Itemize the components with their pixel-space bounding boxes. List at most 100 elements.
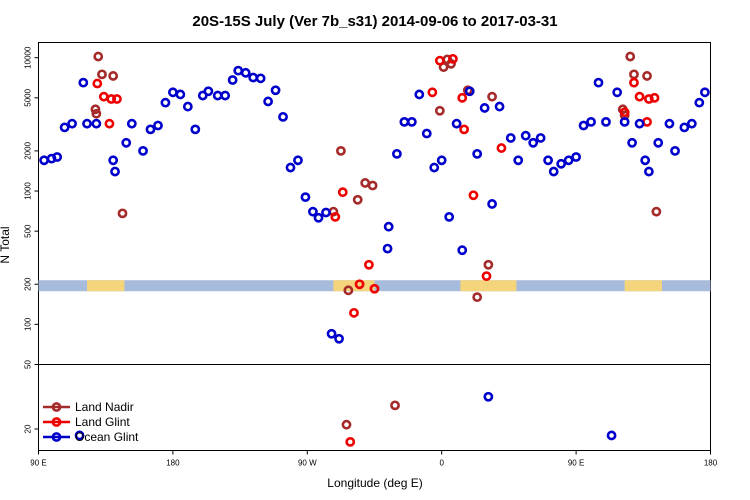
axis-ticks: 90 E 180 90 W 0 90 E 180 100 200 500 1000 2000 5000… [24,46,718,467]
ocean-glint-point [505,133,516,143]
land-glint-point [649,92,660,103]
ocean-glint-point [383,221,394,232]
ocean-glint-point [421,128,432,139]
land-glint-point [92,78,103,89]
land-glint-point [481,271,492,282]
ocean-glint-point [167,87,178,98]
data-points [39,51,710,447]
land-glint-point [634,91,645,102]
x-tick-label: 90 W [298,459,317,468]
ocean-glint-point [436,155,447,166]
ocean-glint-point [694,97,705,108]
ocean-glint-point [464,86,475,97]
land-nadir-point [487,91,497,102]
land-glint-point [98,91,109,102]
ocean-glint-point [451,118,462,129]
ocean-glint-point [321,207,331,218]
ocean-glint-legend-marker [51,432,62,442]
land-nadir-point [117,208,128,219]
y-tick-label: 1000 [24,182,33,200]
land-glint-point [619,107,630,118]
ocean-glint-point [59,122,70,133]
land-glint-legend-label: Land Glint [75,415,130,429]
ocean-glint-point [686,118,697,129]
ocean-glint-point [121,137,132,148]
ocean-glint-point [108,155,119,166]
land-glint-point [354,279,365,290]
land-glint-point [330,211,341,222]
ocean-glint-point [212,90,223,101]
ocean-glint-point [601,116,611,127]
ocean-glint-point [700,87,710,98]
ocean-glint-point [563,155,574,166]
land-glint-point [457,92,468,103]
ocean-glint-point [429,162,440,173]
ocean-glint-point [653,137,664,148]
land-nadir-point [90,104,101,115]
ocean-glint-point [399,116,410,127]
ocean-glint-point [543,155,553,166]
land-nadir-point [91,108,102,119]
ocean-glint-point [571,152,581,162]
ocean-glint-point [382,243,393,254]
land-nadir-point [341,419,352,430]
ocean-glint-point [494,101,505,112]
ocean-glint-point [270,85,281,96]
ocean-glint-point [110,166,120,177]
land-glint-point [345,436,356,447]
ocean-glint-point [138,145,148,156]
land-nadir-point [97,69,107,80]
x-axis-title: Longitude (deg E) [327,476,422,490]
ocean-glint-point [307,206,318,217]
x-tick-label: 90 E [568,459,584,468]
ocean-glint-point [300,192,311,203]
ocean-glint-point [513,155,524,166]
x-tick-label: 90 E [30,459,46,468]
ocean-glint-point [145,124,156,135]
land-glint-point [106,94,117,104]
y-tick-label: 500 [24,224,33,238]
ocean-glint-point [472,148,483,159]
land-nadir-point [343,285,354,296]
ocean-glint-point [78,77,89,88]
ocean-glint-point [278,111,288,122]
ocean-glint-point [535,133,546,143]
ocean-glint-point [182,101,193,112]
land-glint-point [363,259,374,270]
land-nadir-point [472,292,483,303]
ocean-glint-legend-label: Ocean Glint [75,430,139,444]
land-glint-point [434,55,445,66]
x-tick-label: 180 [704,459,718,468]
y-tick-label: 50 [24,360,33,369]
land-nadir-point [367,180,378,191]
ocean-glint-point [227,75,238,85]
ocean-glint-point [190,124,201,135]
ocean-glint-point [619,116,630,127]
ocean-glint-point [334,333,344,344]
ocean-glint-point [606,430,617,441]
ocean-glint-point [233,65,244,76]
ocean-glint-point [326,328,337,339]
y-tick-label: 5000 [24,88,33,106]
y-axis-title: N Total [0,226,12,263]
ocean-glint-point [479,103,490,113]
land-nadir-legend-label: Land Nadir [75,400,134,414]
y-tick-label: 100 [24,317,33,331]
ocean-glint-point [74,430,85,441]
chart-title: 20S-15S July (Ver 7b_s31) 2014-09-06 to … [192,13,557,30]
ocean-glint-point [444,211,455,222]
ocean-glint-point [406,116,417,127]
ocean-glint-point [612,87,623,98]
ocean-glint-point [255,73,266,84]
ocean-glint-point [175,89,186,100]
ocean-glint-point [313,212,324,223]
land-glint-point [349,307,359,318]
land-glint-point [496,143,507,153]
land-nadir-point [352,194,363,205]
land-nadir-point [483,259,494,270]
ocean-glint-point [293,155,303,166]
ocean-glint-point [91,118,102,129]
x-tick-label: 180 [166,459,180,468]
land-nadir-legend-marker [51,402,62,412]
